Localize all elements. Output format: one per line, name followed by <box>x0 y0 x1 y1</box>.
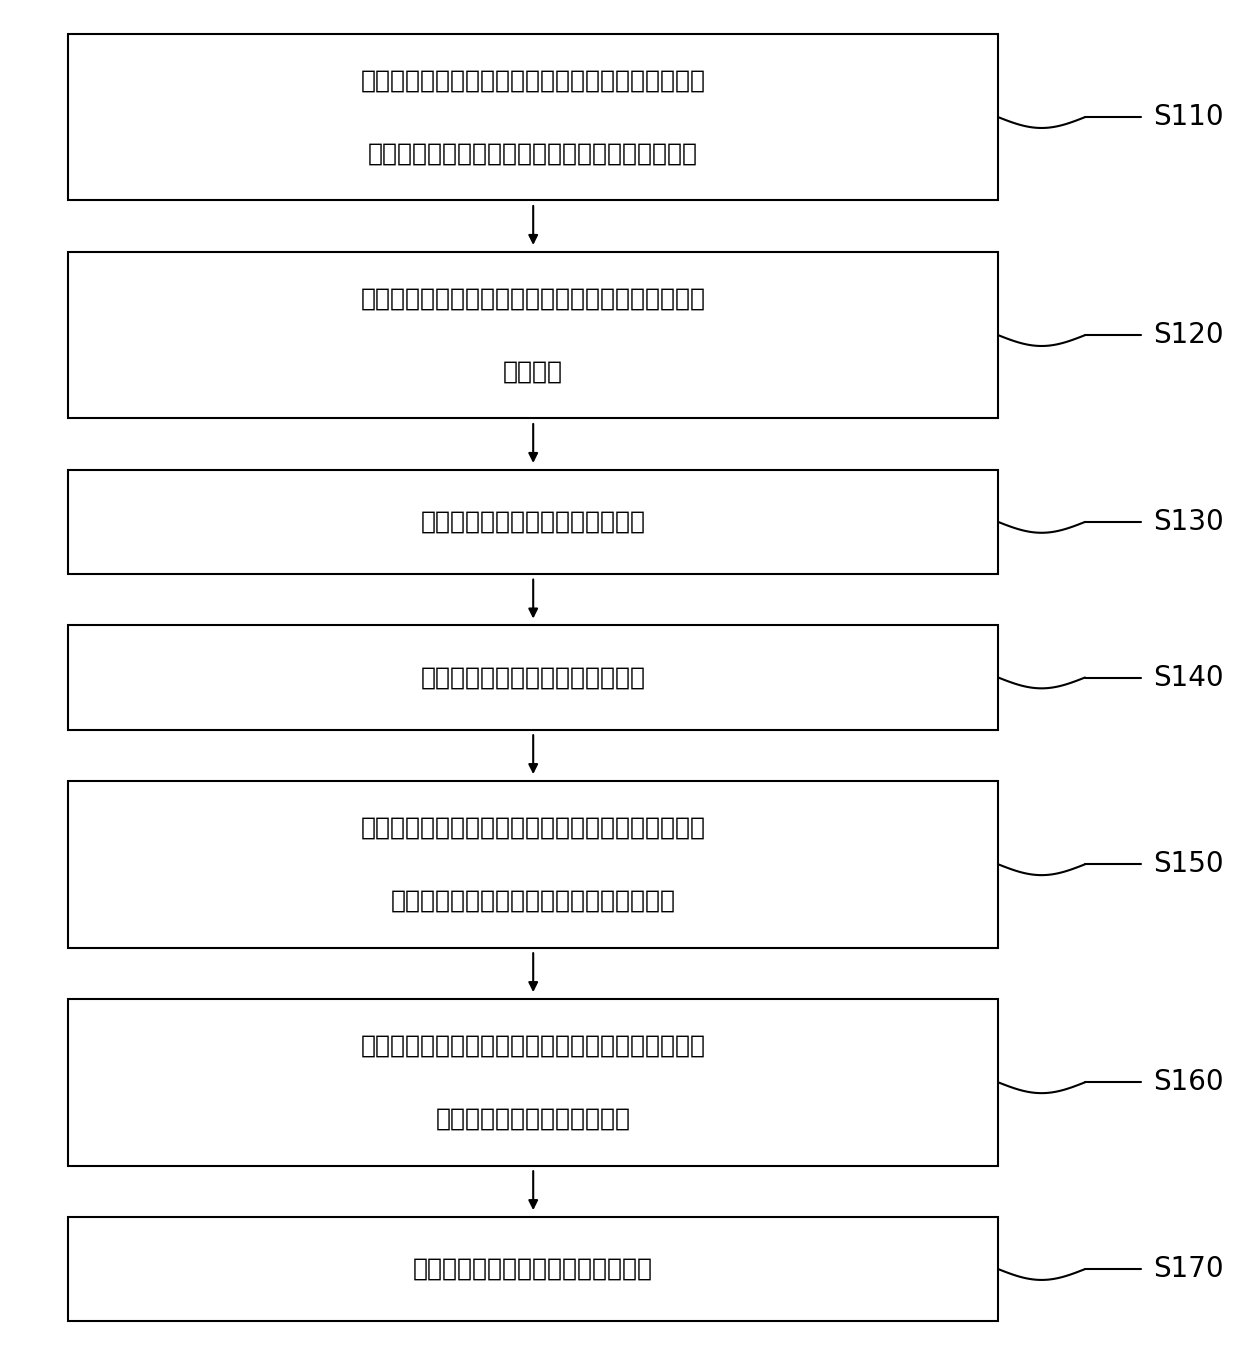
Bar <box>68 34 998 201</box>
Text: 所述硒酸銀标准溶液的体积；: 所述硒酸銀标准溶液的体积； <box>435 1107 631 1131</box>
Text: 计算得到待测样品中氯离子的浓度。: 计算得到待测样品中氯离子的浓度。 <box>413 1257 653 1280</box>
Bar <box>68 999 998 1165</box>
Text: 使用除盐水对銀环电极进行清洗；: 使用除盐水对銀环电极进行清洗； <box>420 509 646 534</box>
Text: S120: S120 <box>1153 321 1224 350</box>
Text: S170: S170 <box>1153 1255 1224 1283</box>
Bar <box>68 1217 998 1321</box>
Bar <box>68 780 998 947</box>
Text: 提供硒酸銀标准溶液和已知浓度的氯化钓溶液，确定: 提供硒酸銀标准溶液和已知浓度的氯化钓溶液，确定 <box>361 69 706 92</box>
Bar <box>68 626 998 729</box>
Text: 以所述硒酸銀溶液为滴定剂，使用自动电位滴定仪对: 以所述硒酸銀溶液为滴定剂，使用自动电位滴定仪对 <box>361 816 706 840</box>
Text: 称取待测样品的质量，在所述待检测样品中加入适量: 称取待测样品的质量，在所述待检测样品中加入适量 <box>361 286 706 310</box>
Text: 所述待测样品进行滴定，并获得滴定曲线；: 所述待测样品进行滴定，并获得滴定曲线； <box>391 889 676 913</box>
Bar <box>68 252 998 419</box>
Text: 所述硒酸銀标准溶液对所述氯化钓溶液的滴定度；: 所述硒酸銀标准溶液对所述氯化钓溶液的滴定度； <box>368 142 698 165</box>
Text: S130: S130 <box>1153 508 1224 537</box>
Bar <box>68 470 998 575</box>
Text: 的硒酸；: 的硒酸； <box>503 360 563 383</box>
Text: S110: S110 <box>1153 103 1224 131</box>
Text: S150: S150 <box>1153 851 1224 878</box>
Text: 对上述自动电位滴定仪进行校验；: 对上述自动电位滴定仪进行校验； <box>420 665 646 690</box>
Text: S160: S160 <box>1153 1068 1224 1096</box>
Text: S140: S140 <box>1153 664 1224 691</box>
Text: 所述滴定曲线，获得滴定终点电位所对应的、消耗的: 所述滴定曲线，获得滴定终点电位所对应的、消耗的 <box>361 1034 706 1058</box>
